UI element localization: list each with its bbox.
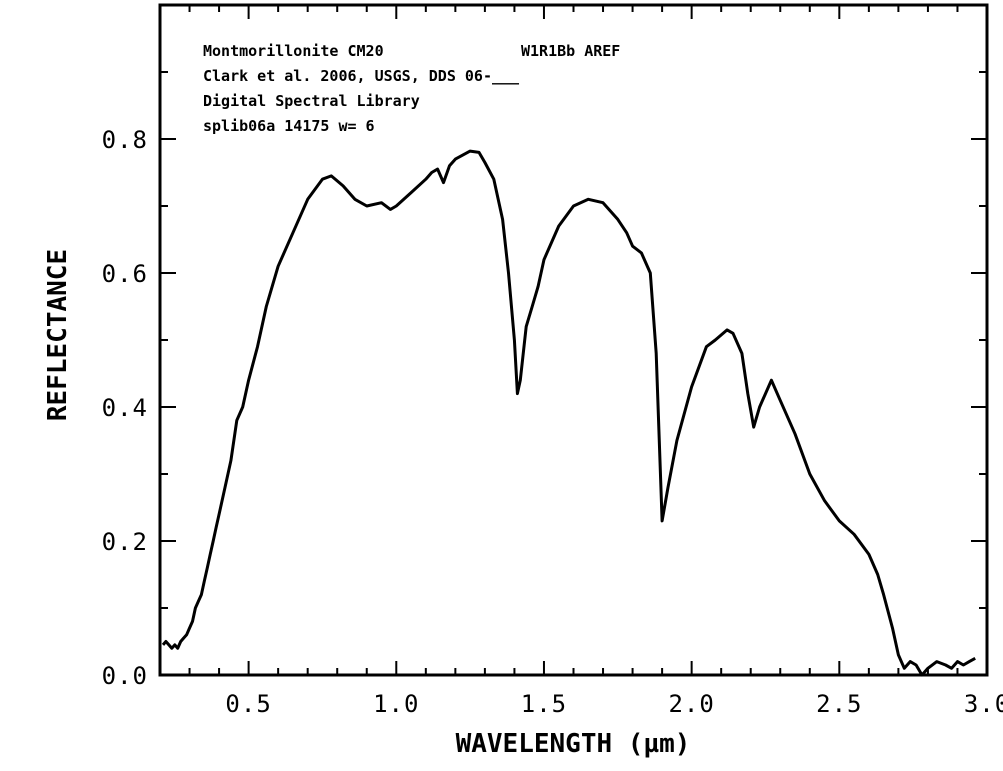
- y-tick-label: 0.6: [102, 260, 148, 288]
- x-tick-label: 1.0: [373, 690, 419, 718]
- tick-marks: [160, 5, 988, 675]
- y-tick-label: 0.0: [102, 662, 148, 690]
- x-tick-label: 3.0: [964, 690, 1003, 718]
- tick-labels: 0.5 1.0 1.5 2.0 2.5 3.0 0.0 0.2 0.4 0.6 0.8: [102, 126, 1003, 718]
- y-tick-label: 0.4: [102, 394, 148, 422]
- x-axis-title: WAVELENGTH (µm): [456, 729, 691, 759]
- series-line: [161, 149, 976, 677]
- annotation-citation: Clark et al. 2006, USGS, DDS 06-___: [203, 67, 520, 85]
- annotation-library: Digital Spectral Library: [203, 92, 420, 110]
- annotation-record: W1R1Bb AREF: [521, 42, 620, 60]
- y-tick-label: 0.2: [102, 528, 148, 556]
- x-tick-label: 2.5: [816, 690, 862, 718]
- annotation-mineral: Montmorillonite CM20: [203, 42, 384, 60]
- annotation-splib: splib06a 14175 w= 6: [203, 117, 375, 135]
- x-tick-label: 1.5: [521, 690, 567, 718]
- x-tick-label: 2.0: [668, 690, 714, 718]
- y-tick-label: 0.8: [102, 126, 148, 154]
- y-axis-title: REFLECTANCE: [43, 249, 73, 421]
- x-tick-label: 0.5: [225, 690, 271, 718]
